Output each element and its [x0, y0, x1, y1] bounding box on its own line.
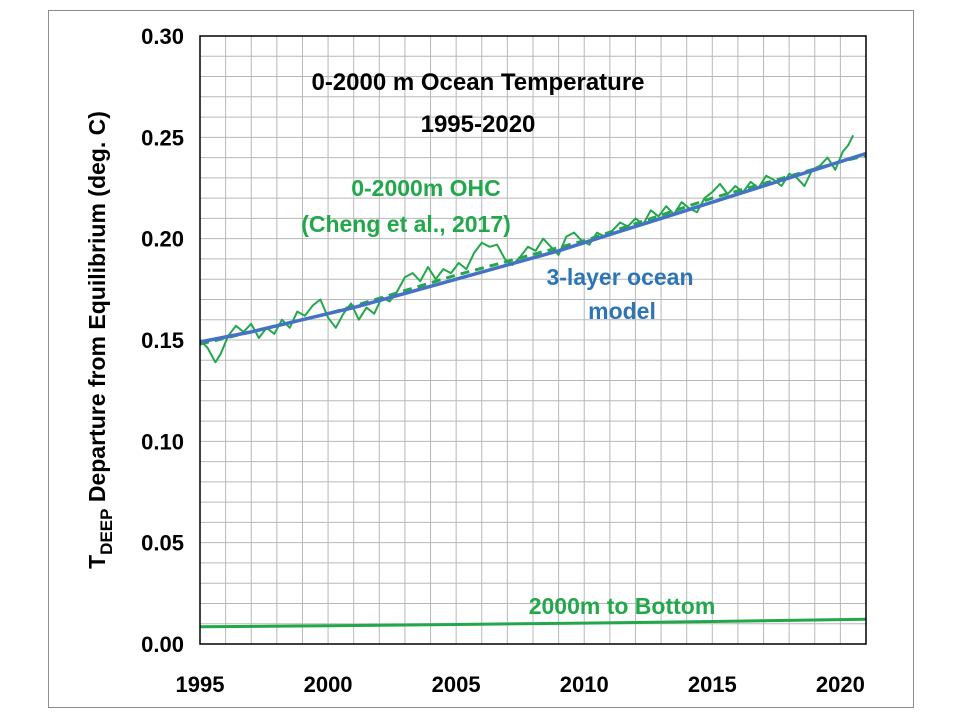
x-tick-label: 2015	[688, 672, 737, 697]
annotation-ohc-line-2: (Cheng et al., 2017)	[301, 211, 511, 237]
x-tick-label: 2005	[432, 672, 481, 697]
y-axis-label-sub: DEEP	[97, 509, 116, 555]
y-axis-label: TDEEP Departure from Equilibrium (deg. C…	[84, 111, 116, 569]
annotation-model-line-1: 3-layer ocean	[546, 264, 693, 290]
y-tick-label: 0.05	[141, 531, 184, 556]
y-tick-label: 0.15	[141, 328, 184, 353]
y-tick-label: 0.00	[141, 632, 184, 657]
x-tick-label: 2000	[304, 672, 353, 697]
series-line-bottom	[199, 617, 867, 629]
chart-title-line-2: 1995-2020	[421, 111, 536, 138]
annotation-bottom: 2000m to Bottom	[529, 593, 716, 619]
annotation-ohc-line-1: 0-2000m OHC	[351, 175, 501, 201]
series-line-ohc	[199, 134, 855, 364]
tick-layer: 0.00 0.05 0.10 0.15 0.20 0.25 0.30 1995 2000 2005…	[141, 24, 865, 697]
y-tick-label: 0.10	[141, 429, 184, 454]
y-tick-label: 0.30	[141, 24, 184, 49]
y-axis-label-rest: Departure from Equilibrium (deg. C)	[84, 111, 110, 508]
y-tick-label: 0.20	[141, 227, 184, 252]
grid-layer	[200, 36, 866, 644]
plot-border	[199, 35, 867, 645]
x-tick-label: 2020	[816, 672, 865, 697]
series-layer	[199, 134, 867, 629]
series-line-model	[199, 151, 867, 344]
x-tick-label: 2010	[560, 672, 609, 697]
y-tick-label: 0.25	[141, 125, 184, 150]
chart-title-line-1: 0-2000 m Ocean Temperature	[311, 69, 644, 96]
y-axis-label-main: T	[84, 555, 110, 569]
annotation-model-line-2: model	[588, 298, 656, 324]
chart-frame	[48, 10, 914, 708]
x-tick-label: 1995	[176, 672, 225, 697]
